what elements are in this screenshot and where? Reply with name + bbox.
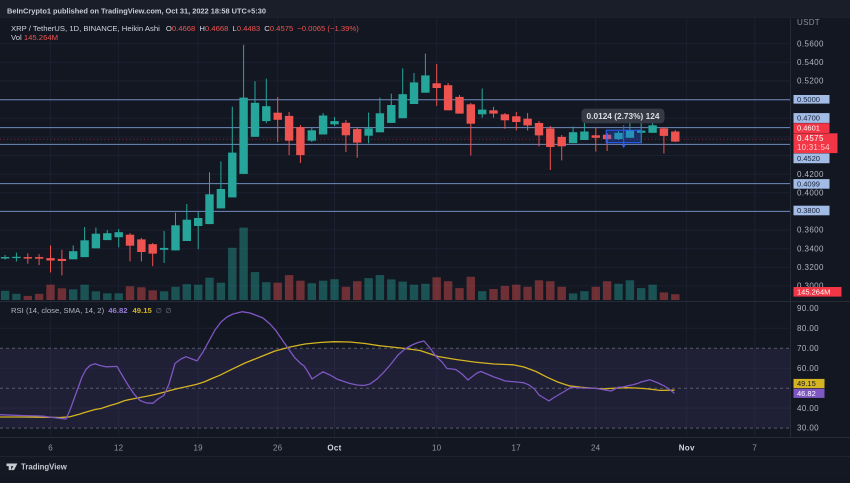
svg-text:17: 17 [511, 444, 521, 453]
svg-text:40.00: 40.00 [797, 404, 819, 413]
svg-text:XRP / TetherUS, 1D, BINANCE, H: XRP / TetherUS, 1D, BINANCE, Heikin Ashi… [11, 24, 359, 33]
svg-text:6: 6 [48, 444, 53, 453]
svg-text:26: 26 [273, 444, 283, 453]
svg-text:Nov: Nov [679, 444, 695, 453]
svg-text:46.82: 46.82 [797, 389, 816, 398]
svg-text:0.3000: 0.3000 [797, 282, 824, 291]
svg-text:0.4200: 0.4200 [797, 170, 824, 179]
svg-text:0.5400: 0.5400 [797, 58, 824, 67]
svg-text:0.4700: 0.4700 [797, 114, 820, 123]
svg-text:90.00: 90.00 [797, 304, 819, 313]
svg-text:145.264M: 145.264M [797, 287, 830, 296]
svg-text:10:31:54: 10:31:54 [797, 143, 830, 152]
svg-text:0.4099: 0.4099 [797, 180, 820, 189]
svg-text:RSI (14, close, SMA, 14, 2) 46: RSI (14, close, SMA, 14, 2) 46.82 49.15 ∅ ∅ [11, 306, 172, 315]
svg-text:19: 19 [193, 444, 203, 453]
svg-text:0.5200: 0.5200 [797, 77, 824, 86]
svg-text:0.5600: 0.5600 [797, 39, 824, 48]
svg-text:10: 10 [432, 444, 442, 453]
svg-text:TradingView: TradingView [21, 463, 68, 472]
svg-text:7: 7 [752, 444, 757, 453]
svg-text:60.00: 60.00 [797, 364, 819, 373]
svg-text:0.4520: 0.4520 [797, 154, 820, 163]
svg-text:0.3800: 0.3800 [797, 206, 820, 215]
svg-text:80.00: 80.00 [797, 324, 819, 333]
svg-text:0.4575: 0.4575 [797, 134, 824, 143]
svg-text:30.00: 30.00 [797, 424, 819, 433]
svg-text:0.4000: 0.4000 [797, 188, 824, 197]
svg-text:Vol 145.264M: Vol 145.264M [11, 33, 58, 42]
svg-text:0.5000: 0.5000 [797, 95, 820, 104]
svg-text:24: 24 [591, 444, 601, 453]
svg-text:Oct: Oct [327, 444, 341, 453]
svg-text:70.00: 70.00 [797, 344, 819, 353]
svg-text:0.3600: 0.3600 [797, 226, 824, 235]
svg-text:BeInCrypto1 published on Tradi: BeInCrypto1 published on TradingView.com… [7, 7, 266, 16]
svg-text:0.0124 (2.73%) 124: 0.0124 (2.73%) 124 [587, 111, 660, 121]
svg-text:12: 12 [114, 444, 124, 453]
svg-text:0.3400: 0.3400 [797, 244, 824, 253]
svg-text:0.4601: 0.4601 [797, 124, 820, 133]
svg-text:0.3200: 0.3200 [797, 263, 824, 272]
svg-text:49.15: 49.15 [797, 379, 816, 388]
svg-text:USDT: USDT [797, 18, 820, 27]
